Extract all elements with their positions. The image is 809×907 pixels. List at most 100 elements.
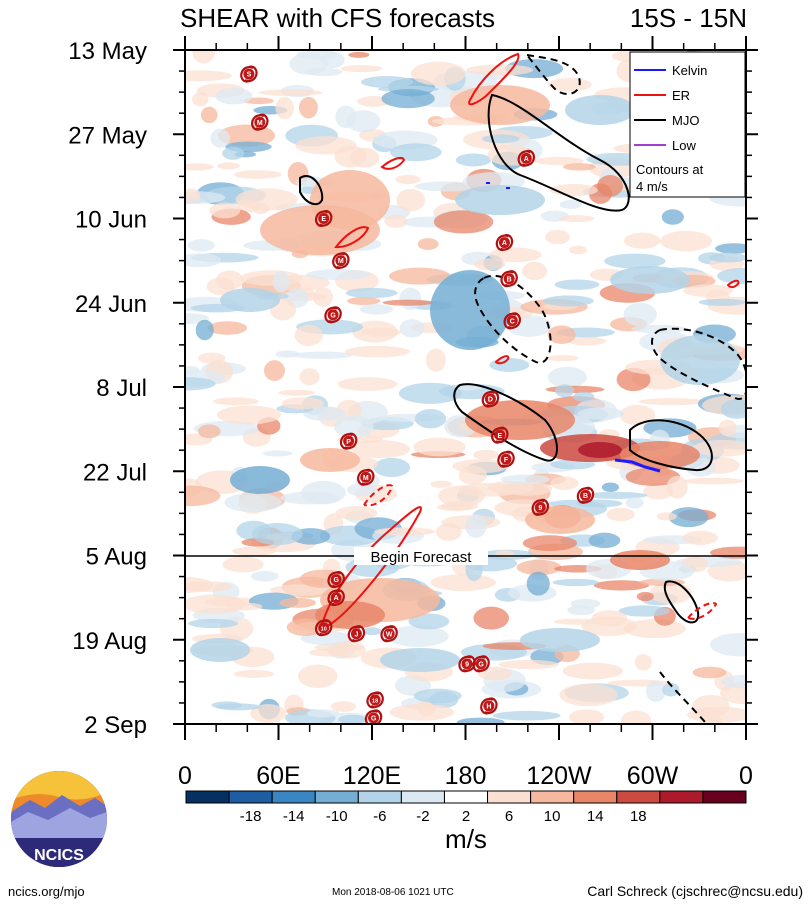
shear-patch (390, 143, 442, 162)
shear-patch (488, 247, 542, 263)
shear-patch (346, 297, 381, 306)
shear-patch (225, 602, 263, 611)
storm-marker: S (240, 65, 258, 83)
ncics-logo: NCICS (11, 771, 107, 867)
shear-patch (386, 625, 449, 647)
shear-patch (384, 214, 408, 228)
y-tick-label: 27 May (68, 122, 147, 149)
shear-patch (344, 345, 410, 358)
kelvin-contour (614, 458, 661, 473)
shear-patch (683, 284, 733, 297)
shear-feature (380, 648, 460, 672)
shear-patch (200, 106, 218, 124)
shear-patch (623, 302, 657, 327)
shear-patch (660, 230, 712, 252)
shear-patch (506, 315, 552, 337)
shear-patch (563, 163, 596, 171)
shear-patch (278, 389, 316, 396)
shear-patch (721, 674, 746, 689)
y-tick-label: 10 Jun (75, 207, 147, 234)
shear-patch (645, 680, 666, 702)
shear-patch (215, 87, 253, 105)
colorbar-label: -10 (326, 808, 348, 825)
shear-patch (709, 546, 746, 559)
shear-feature (455, 185, 545, 215)
colorbar-swatch (443, 790, 489, 804)
shear-patch (295, 136, 357, 155)
x-tick-label: 0 (178, 762, 192, 790)
shear-patch (413, 437, 466, 457)
shear-patch (297, 664, 338, 688)
shear-patch (360, 76, 414, 88)
shear-patch (292, 351, 353, 359)
shear-patch (251, 523, 303, 546)
storm-label: 11 (514, 735, 520, 741)
shear-patch (593, 580, 650, 591)
storm-markers: S M A E M G A B C D E F P M 9 B G A 10 J W 9 G 18 G H D 11 (240, 65, 595, 741)
chart-region: 15S - 15N (630, 3, 747, 33)
wave-contours (299, 52, 746, 723)
shear-patch (331, 640, 366, 659)
shear-patch (381, 89, 435, 109)
shear-patch (185, 253, 222, 268)
storm-marker: E (491, 426, 509, 444)
shear-patch (185, 594, 246, 615)
storm-label: J (354, 631, 358, 638)
mjo-contour (663, 580, 700, 624)
colorbar-label: -14 (283, 808, 305, 825)
shear-patch (588, 532, 621, 549)
shear-patch (698, 298, 746, 306)
storm-marker: A (327, 589, 345, 607)
shear-patch (195, 319, 214, 341)
legend-er-label: ER (672, 88, 690, 103)
shear-patch (275, 350, 300, 358)
colorbar-swatch (530, 790, 575, 804)
x-tick-label: 60E (256, 762, 300, 790)
storm-marker: B (576, 486, 595, 504)
storm-marker: M (251, 113, 269, 131)
shear-patch (272, 270, 290, 293)
storm-label: 18 (372, 699, 378, 705)
shear-patch (197, 424, 221, 439)
shear-patch (304, 67, 343, 77)
shear-patch (279, 597, 317, 608)
colorbar-swatch (357, 790, 402, 804)
kelvin-contour (486, 182, 510, 189)
y-tick-label: 2 Sep (84, 712, 147, 739)
shear-patch (413, 688, 462, 704)
colorbar-label: 18 (630, 808, 647, 825)
legend-kelvin-label: Kelvin (672, 63, 707, 78)
shear-patch (263, 360, 285, 381)
shear-patch (399, 319, 425, 338)
shear-patch (498, 659, 559, 670)
shear-patch (720, 399, 746, 419)
shear-feature (450, 85, 550, 125)
legend-note-2: 4 m/s (636, 179, 668, 194)
shear-patch (687, 706, 746, 723)
shear-patch (552, 578, 600, 587)
storm-label: P (346, 439, 351, 446)
shear-patch (306, 709, 340, 718)
footer-site-link[interactable]: ncics.org/mjo (8, 884, 85, 899)
shear-patch (382, 299, 434, 306)
shear-patch (239, 270, 303, 286)
shear-patch (572, 391, 595, 402)
storm-label: S (247, 72, 252, 79)
shear-feature (610, 550, 670, 570)
storm-label: C (510, 318, 515, 325)
storm-marker: G (364, 709, 383, 724)
colorbar-label: -2 (416, 808, 429, 825)
storm-label: F (504, 457, 509, 464)
shear-patch (211, 701, 243, 709)
shear-patch (709, 633, 746, 657)
x-tick-label: 0 (739, 762, 753, 790)
mjo-contour (299, 175, 324, 206)
storm-label: 9 (465, 661, 469, 668)
shear-patch (709, 252, 746, 263)
shear-patch (554, 279, 600, 290)
y-tick-label: 24 Jun (75, 291, 147, 318)
shear-patch (212, 397, 259, 406)
shear-patch (188, 618, 239, 629)
storm-label: G (330, 312, 336, 319)
shear-patch (275, 96, 294, 120)
